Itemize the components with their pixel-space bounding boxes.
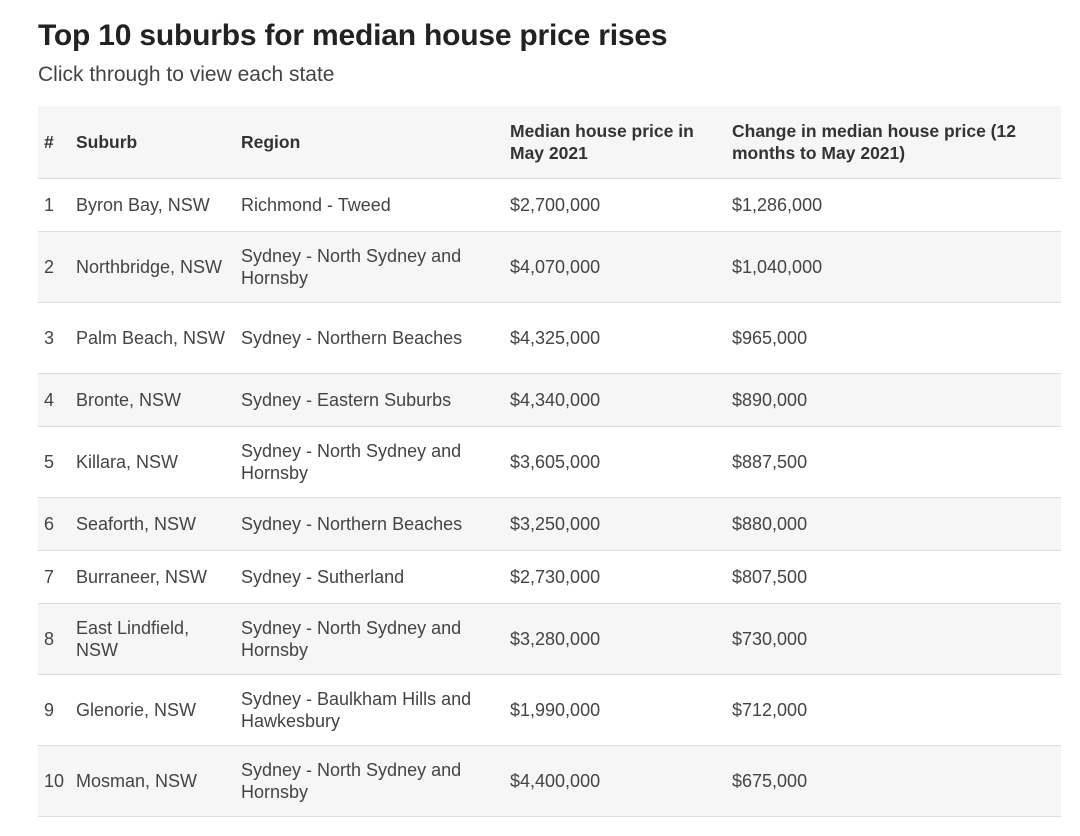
- region-cell: Sydney - Eastern Suburbs: [241, 373, 510, 427]
- rank-cell: 5: [38, 426, 76, 498]
- suburb-cell: Mosman, NSW: [76, 745, 241, 817]
- suburb-cell: Glenorie, NSW: [76, 674, 241, 746]
- median-price-cell: $1,990,000: [510, 674, 732, 746]
- median-price-cell: $3,605,000: [510, 426, 732, 498]
- table-widget: Top 10 suburbs for median house price ri…: [38, 14, 1061, 817]
- median-price-cell: $2,730,000: [510, 550, 732, 604]
- region-cell: Sydney - North Sydney and Hornsby: [241, 231, 510, 303]
- region-cell: Sydney - Sutherland: [241, 550, 510, 604]
- price-change-cell: $965,000: [732, 302, 1061, 374]
- suburb-cell: Palm Beach, NSW: [76, 302, 241, 374]
- price-change-cell: $887,500: [732, 426, 1061, 498]
- rank-cell: 1: [38, 178, 76, 232]
- suburb-cell: East Lindfield, NSW: [76, 603, 241, 675]
- rank-cell: 10: [38, 745, 76, 817]
- suburb-cell: Byron Bay, NSW: [76, 178, 241, 232]
- region-cell: Sydney - Baulkham Hills and Hawkesbury: [241, 674, 510, 746]
- price-change-cell: $1,040,000: [732, 231, 1061, 303]
- header-region: Region: [241, 106, 510, 179]
- table-row: 3 Palm Beach, NSW Sydney - Northern Beac…: [38, 302, 1061, 374]
- median-price-cell: $4,340,000: [510, 373, 732, 427]
- rank-cell: 8: [38, 603, 76, 675]
- table-row: 4 Bronte, NSW Sydney - Eastern Suburbs $…: [38, 373, 1061, 427]
- table-row: 5 Killara, NSW Sydney - North Sydney and…: [38, 426, 1061, 498]
- table-row: 2 Northbridge, NSW Sydney - North Sydney…: [38, 231, 1061, 303]
- rank-cell: 7: [38, 550, 76, 604]
- table-row: 6 Seaforth, NSW Sydney - Northern Beache…: [38, 497, 1061, 551]
- table-row: 7 Burraneer, NSW Sydney - Sutherland $2,…: [38, 550, 1061, 604]
- region-cell: Sydney - North Sydney and Hornsby: [241, 603, 510, 675]
- price-change-cell: $890,000: [732, 373, 1061, 427]
- suburb-cell: Northbridge, NSW: [76, 231, 241, 303]
- table-row: 1 Byron Bay, NSW Richmond - Tweed $2,700…: [38, 178, 1061, 232]
- table-header-row: # Suburb Region Median house price in Ma…: [38, 106, 1061, 179]
- rank-cell: 9: [38, 674, 76, 746]
- region-cell: Sydney - North Sydney and Hornsby: [241, 745, 510, 817]
- rank-cell: 2: [38, 231, 76, 303]
- price-change-cell: $880,000: [732, 497, 1061, 551]
- price-change-cell: $1,286,000: [732, 178, 1061, 232]
- region-cell: Sydney - North Sydney and Hornsby: [241, 426, 510, 498]
- suburb-cell: Seaforth, NSW: [76, 497, 241, 551]
- region-cell: Richmond - Tweed: [241, 178, 510, 232]
- table-row: 10 Mosman, NSW Sydney - North Sydney and…: [38, 745, 1061, 817]
- median-price-cell: $4,070,000: [510, 231, 732, 303]
- price-change-cell: $675,000: [732, 745, 1061, 817]
- table-row: 8 East Lindfield, NSW Sydney - North Syd…: [38, 603, 1061, 675]
- median-price-cell: $4,325,000: [510, 302, 732, 374]
- median-price-cell: $4,400,000: [510, 745, 732, 817]
- header-price-change: Change in median house price (12 months …: [732, 106, 1061, 179]
- region-cell: Sydney - Northern Beaches: [241, 302, 510, 374]
- median-price-cell: $2,700,000: [510, 178, 732, 232]
- page-title: Top 10 suburbs for median house price ri…: [38, 19, 668, 52]
- median-price-cell: $3,250,000: [510, 497, 732, 551]
- suburb-cell: Killara, NSW: [76, 426, 241, 498]
- price-change-cell: $807,500: [732, 550, 1061, 604]
- rank-cell: 6: [38, 497, 76, 551]
- header-suburb: Suburb: [76, 106, 241, 179]
- price-change-cell: $730,000: [732, 603, 1061, 675]
- header-rank: #: [38, 106, 76, 179]
- region-cell: Sydney - Northern Beaches: [241, 497, 510, 551]
- table-row: 9 Glenorie, NSW Sydney - Baulkham Hills …: [38, 674, 1061, 746]
- rank-cell: 4: [38, 373, 76, 427]
- rank-cell: 3: [38, 302, 76, 374]
- header-median-price: Median house price in May 2021: [510, 106, 732, 179]
- page-subtitle[interactable]: Click through to view each state: [38, 63, 335, 86]
- suburb-cell: Burraneer, NSW: [76, 550, 241, 604]
- price-change-cell: $712,000: [732, 674, 1061, 746]
- price-rise-table: # Suburb Region Median house price in Ma…: [38, 106, 1061, 817]
- median-price-cell: $3,280,000: [510, 603, 732, 675]
- suburb-cell: Bronte, NSW: [76, 373, 241, 427]
